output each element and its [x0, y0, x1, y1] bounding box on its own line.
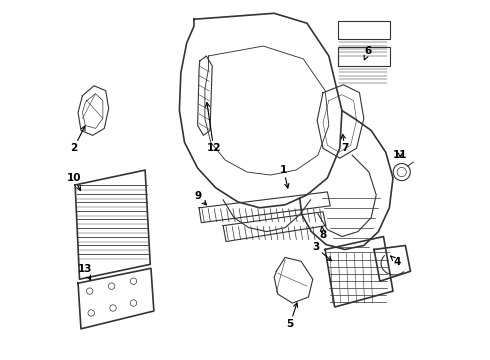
Circle shape [393, 163, 410, 181]
Circle shape [397, 167, 406, 177]
Text: 1: 1 [280, 165, 289, 188]
Text: 11: 11 [393, 150, 408, 160]
Text: 2: 2 [70, 126, 85, 153]
Text: 3: 3 [312, 243, 332, 261]
Text: 12: 12 [205, 103, 221, 153]
Text: 10: 10 [67, 173, 81, 190]
Text: 5: 5 [287, 303, 298, 329]
Bar [338, 21, 390, 39]
Text: 13: 13 [77, 264, 92, 280]
Bar [338, 47, 390, 66]
Text: 7: 7 [341, 134, 348, 153]
Text: 9: 9 [194, 191, 206, 205]
Text: 6: 6 [364, 46, 372, 60]
Text: 4: 4 [391, 256, 401, 267]
Text: 8: 8 [319, 226, 327, 239]
